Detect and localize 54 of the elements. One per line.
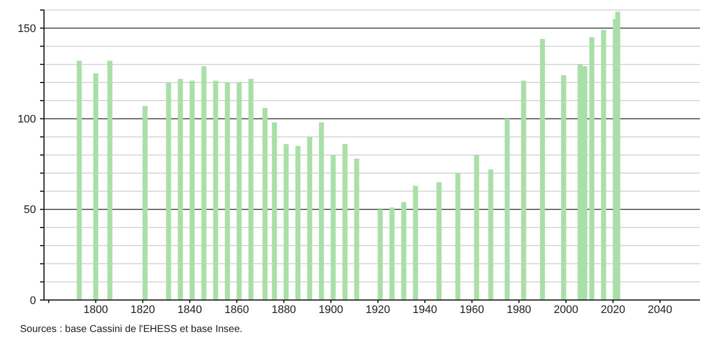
bar [354, 158, 360, 300]
bar [142, 106, 148, 300]
source-note: Sources : base Cassini de l'EHESS et base Insee. [20, 324, 243, 335]
bar [474, 155, 480, 300]
bar [248, 78, 254, 300]
bar [521, 80, 526, 300]
x-tick-label: 1940 [412, 304, 438, 316]
bar [224, 82, 230, 300]
bar [455, 173, 460, 300]
bar [413, 186, 418, 300]
y-tick-label: 50 [24, 204, 36, 216]
bar [488, 170, 494, 300]
bar [378, 209, 383, 300]
x-tick-label: 1920 [366, 304, 390, 316]
y-tick-label: 150 [18, 22, 36, 35]
bar [389, 208, 394, 300]
bar [561, 75, 566, 300]
bar [76, 60, 82, 300]
bar [201, 66, 206, 300]
bar [295, 146, 300, 300]
x-tick-label: 1860 [224, 304, 250, 316]
bar [213, 80, 218, 300]
x-tick-label: 1820 [130, 304, 155, 316]
x-tick-label: 2020 [600, 304, 626, 316]
bar [401, 202, 406, 300]
x-tick-label: 2000 [554, 304, 578, 316]
x-tick-label: 1880 [272, 304, 296, 316]
x-tick-label: 1960 [460, 304, 484, 316]
bar [318, 122, 324, 300]
bar [436, 182, 442, 300]
bar [166, 82, 172, 300]
x-tick-label: 1800 [83, 304, 108, 316]
bar [262, 108, 268, 300]
x-tick-label: 1900 [318, 304, 344, 316]
y-tick-label: 0 [30, 294, 36, 307]
bar [272, 122, 277, 300]
bar [307, 136, 312, 300]
bar [615, 12, 620, 300]
x-tick-label: 2040 [648, 304, 672, 316]
bar [540, 39, 545, 300]
bar [504, 118, 510, 300]
bar [236, 82, 242, 300]
bar [190, 80, 195, 300]
bar [589, 37, 594, 300]
x-tick-label: 1980 [506, 304, 532, 316]
x-tick-label: 1840 [178, 304, 202, 316]
bar [330, 155, 336, 300]
bar [93, 73, 98, 300]
bar [342, 144, 348, 300]
bar [178, 78, 183, 300]
bar [107, 60, 112, 300]
bar [284, 144, 289, 300]
y-tick-label: 100 [18, 114, 36, 126]
bar [601, 30, 606, 300]
